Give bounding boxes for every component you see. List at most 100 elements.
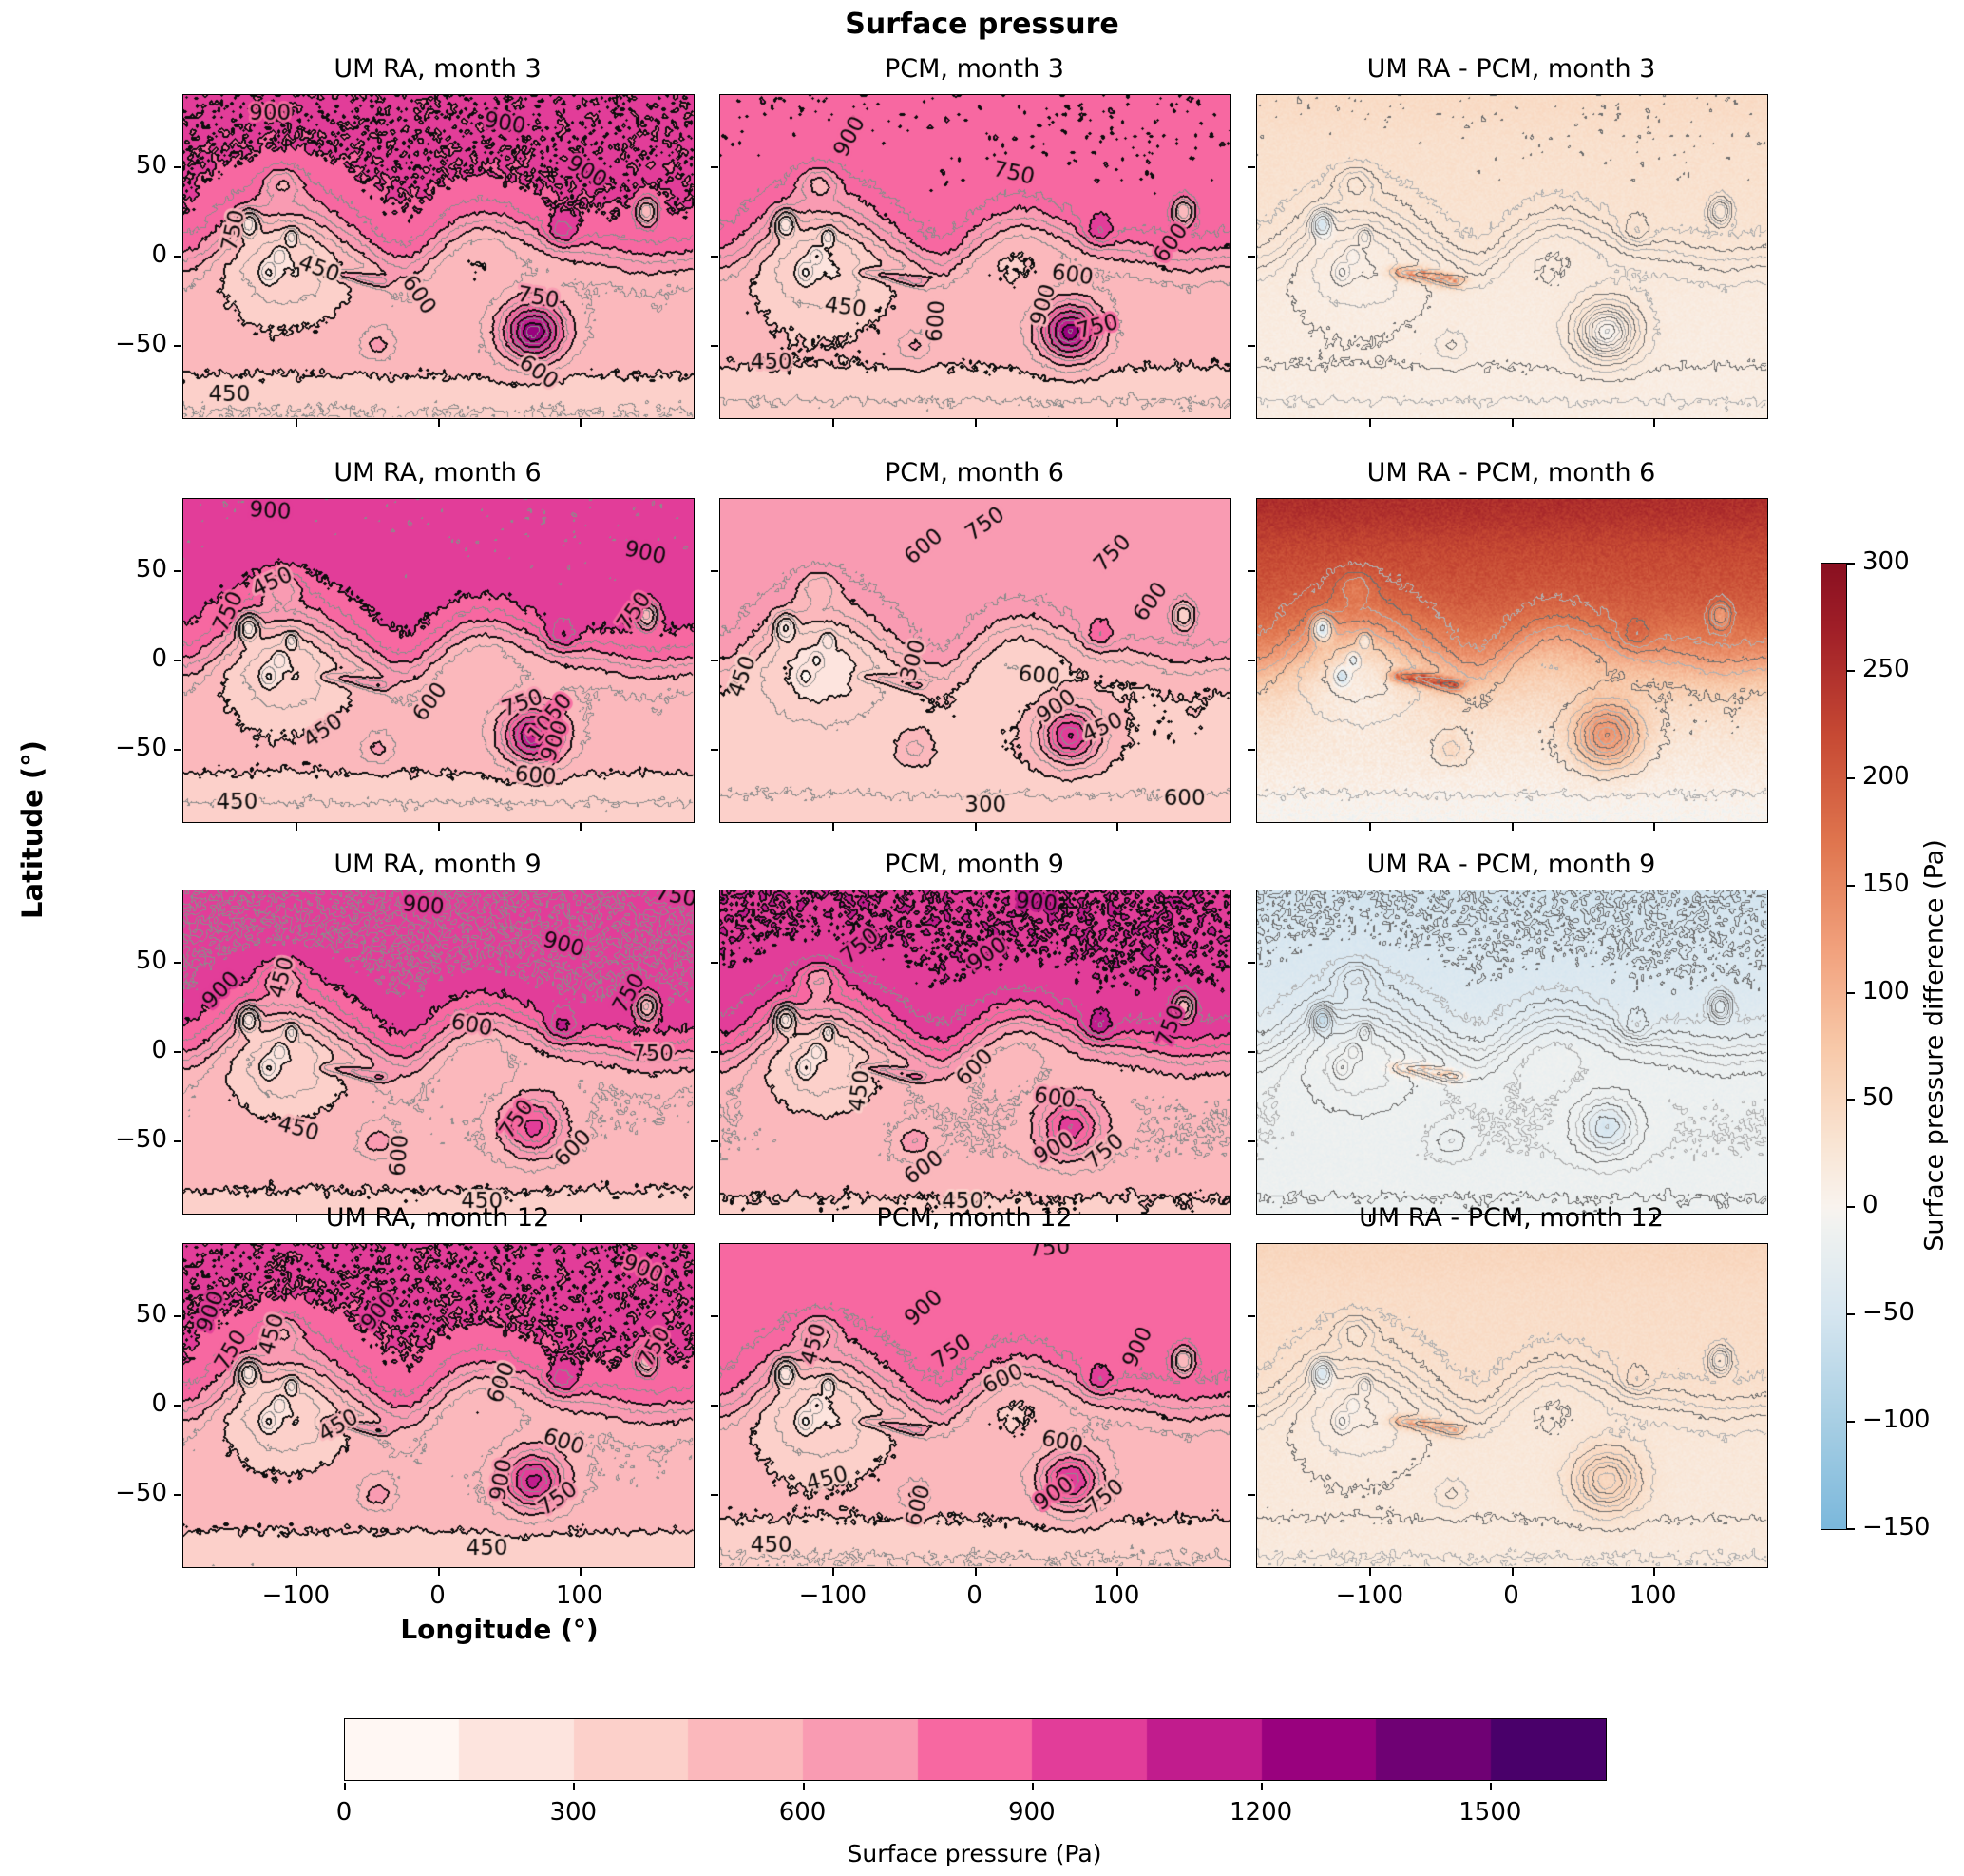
x-tick-mark — [1652, 823, 1655, 831]
y-tick-mark — [174, 256, 181, 258]
y-tick-mark — [174, 961, 181, 964]
pressure-cbar-tick — [344, 1783, 346, 1790]
x-tick-label: 0 — [966, 1581, 982, 1610]
y-tick-mark — [174, 165, 181, 168]
x-tick-mark — [832, 1568, 835, 1576]
x-tick-mark — [579, 1215, 582, 1222]
y-tick-label: −50 — [115, 734, 167, 763]
x-tick-mark — [832, 419, 835, 427]
x-tick-mark — [296, 1215, 298, 1222]
y-tick-mark — [711, 660, 718, 661]
map-canvas-um-12 — [182, 1243, 695, 1568]
x-tick-mark — [832, 823, 835, 831]
diff-cbar-tick-label: 300 — [1862, 547, 1910, 576]
x-tick-mark — [1511, 1215, 1514, 1222]
y-tick-mark — [711, 1405, 718, 1407]
map-canvas-diff-6 — [1256, 498, 1768, 823]
x-tick-mark — [1369, 1215, 1372, 1222]
diff-cbar-tick-label: −150 — [1862, 1513, 1931, 1541]
diff-cbar-tick — [1847, 1099, 1855, 1101]
diff-cbar-tick-label: 150 — [1862, 869, 1910, 898]
x-tick-mark — [437, 1568, 440, 1576]
y-tick-mark — [711, 1140, 718, 1143]
panel-title-um-9: UM RA, month 9 — [334, 850, 542, 879]
pressure-cbar-tick — [1261, 1783, 1264, 1790]
y-tick-mark — [711, 1494, 718, 1497]
x-tick-mark — [1115, 1215, 1118, 1222]
x-tick-mark — [1511, 1568, 1514, 1576]
x-tick-mark — [1115, 419, 1118, 427]
y-tick-mark — [1248, 1051, 1255, 1053]
y-tick-mark — [1248, 1494, 1255, 1497]
diff-cbar-tick — [1847, 1206, 1855, 1209]
pressure-cbar-tick — [573, 1783, 576, 1790]
x-tick-label: 0 — [1503, 1581, 1519, 1610]
panel-title-um-3: UM RA, month 3 — [334, 54, 542, 84]
x-tick-mark — [1115, 823, 1118, 831]
diff-cbar-tick — [1847, 991, 1855, 994]
y-tick-label: −50 — [115, 330, 167, 359]
panel-title-diff-6: UM RA - PCM, month 6 — [1366, 458, 1656, 488]
y-tick-mark — [174, 1494, 181, 1497]
panel-title-diff-9: UM RA - PCM, month 9 — [1366, 850, 1656, 879]
pressure-cbar-tick-label: 600 — [778, 1798, 827, 1827]
y-tick-mark — [174, 345, 181, 348]
x-tick-mark — [579, 1568, 582, 1576]
diff-cbar-tick — [1847, 1421, 1855, 1424]
y-tick-mark — [711, 569, 718, 572]
y-tick-mark — [711, 256, 718, 258]
pressure-cbar-tick-label: 0 — [335, 1798, 353, 1827]
figure-title: Surface pressure — [845, 8, 1119, 41]
map-canvas-um-3 — [182, 94, 695, 419]
y-tick-label: 50 — [135, 150, 167, 180]
y-tick-label: 0 — [151, 1036, 167, 1064]
x-tick-mark — [579, 419, 582, 427]
map-canvas-um-9 — [182, 890, 695, 1215]
x-tick-mark — [579, 823, 582, 831]
y-tick-mark — [174, 1140, 181, 1143]
y-tick-label: −50 — [115, 1479, 167, 1508]
x-tick-mark — [1652, 1568, 1655, 1576]
diff-cbar-tick-label: 50 — [1862, 1083, 1895, 1113]
y-tick-mark — [1248, 1314, 1255, 1317]
diff-cbar-tick — [1847, 776, 1855, 779]
pressure-colorbar-label: Surface pressure (Pa) — [847, 1840, 1102, 1867]
diff-cbar-tick-label: 250 — [1862, 654, 1910, 683]
diff-cbar-tick — [1847, 1313, 1855, 1316]
x-tick-label: 100 — [1092, 1581, 1140, 1610]
panel-title-pcm-3: PCM, month 3 — [885, 54, 1064, 84]
difference-colorbar — [1821, 563, 1847, 1530]
pressure-cbar-tick — [1490, 1783, 1493, 1790]
x-tick-mark — [1115, 1568, 1118, 1576]
panel-title-diff-3: UM RA - PCM, month 3 — [1366, 54, 1656, 84]
x-tick-label: −100 — [798, 1581, 868, 1610]
x-tick-mark — [1369, 419, 1372, 427]
map-canvas-pcm-6 — [719, 498, 1231, 823]
y-tick-mark — [711, 345, 718, 348]
y-tick-mark — [711, 961, 718, 964]
x-tick-mark — [296, 823, 298, 831]
diff-cbar-tick-label: 0 — [1862, 1191, 1878, 1220]
x-tick-mark — [974, 1215, 977, 1222]
diff-cbar-tick-label: 100 — [1862, 976, 1910, 1005]
x-tick-mark — [1511, 419, 1514, 427]
pressure-cbar-tick-label: 1500 — [1459, 1798, 1522, 1827]
x-tick-mark — [974, 419, 977, 427]
pressure-cbar-tick-label: 1200 — [1229, 1798, 1293, 1827]
x-tick-mark — [832, 1215, 835, 1222]
y-tick-mark — [711, 165, 718, 168]
y-tick-mark — [1248, 749, 1255, 752]
diff-cbar-tick — [1847, 669, 1855, 672]
panel-title-pcm-9: PCM, month 9 — [885, 850, 1064, 879]
map-canvas-diff-3 — [1256, 94, 1768, 419]
y-tick-label: −50 — [115, 1125, 167, 1155]
panel-title-pcm-12: PCM, month 12 — [876, 1203, 1073, 1233]
panel-title-um-6: UM RA, month 6 — [334, 458, 542, 488]
x-tick-mark — [974, 1568, 977, 1576]
x-tick-mark — [1652, 419, 1655, 427]
diff-cbar-tick — [1847, 884, 1855, 887]
y-tick-mark — [1248, 1140, 1255, 1143]
map-canvas-pcm-12 — [719, 1243, 1231, 1568]
panel-title-diff-12: UM RA - PCM, month 12 — [1359, 1203, 1664, 1233]
